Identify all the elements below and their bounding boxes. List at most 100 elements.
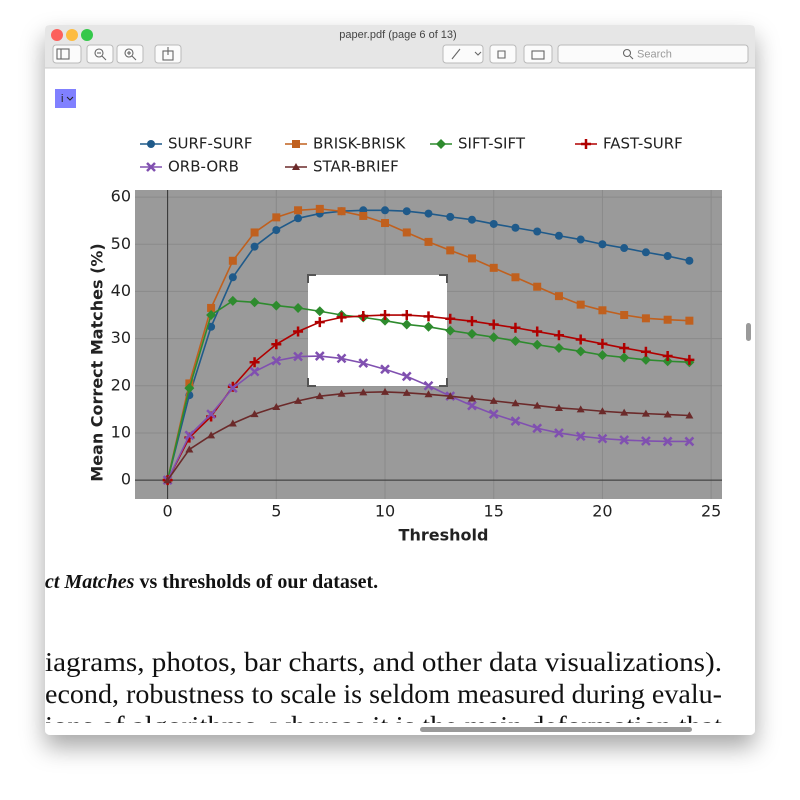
- marker: [402, 388, 411, 396]
- chart: 0 5 10 15 20 25 0 10 20 30 40 50 60 Threshold Mean Cor…: [88, 135, 722, 545]
- marker: [466, 316, 477, 327]
- x-tick-label: 10: [375, 502, 395, 521]
- search-field[interactable]: [557, 44, 749, 64]
- marker: [511, 273, 520, 282]
- horizontal-scrollbar[interactable]: [420, 727, 692, 732]
- marker: [553, 343, 564, 354]
- legend-label: FAST-SURF: [603, 135, 683, 153]
- y-tick-label: 40: [111, 281, 131, 300]
- marker: [619, 352, 630, 363]
- marker: [641, 436, 651, 446]
- toolbar-icons: [56, 47, 634, 61]
- marker: [146, 162, 156, 172]
- marker: [510, 322, 521, 333]
- legend-label: SIFT-SIFT: [458, 135, 526, 153]
- marker: [380, 315, 391, 326]
- marker: [597, 338, 608, 349]
- x-tick-label: 15: [484, 502, 504, 521]
- marker: [380, 364, 390, 375]
- marker: [271, 355, 282, 366]
- marker: [446, 392, 455, 400]
- rotate-button[interactable]: [489, 44, 517, 64]
- marker: [445, 325, 456, 336]
- marker: [207, 322, 216, 331]
- toolbox-button[interactable]: [523, 44, 553, 64]
- marker: [467, 394, 476, 402]
- marker: [489, 396, 498, 404]
- marker: [446, 246, 455, 255]
- y-tick-label: 10: [111, 422, 131, 441]
- selection-handle: [439, 274, 448, 283]
- marker: [206, 310, 217, 321]
- marker: [249, 357, 260, 368]
- legend-label: ORB-ORB: [168, 158, 239, 176]
- zoom-out-button[interactable]: [86, 44, 114, 64]
- minimize-button[interactable]: [66, 29, 78, 41]
- marker: [467, 215, 476, 224]
- close-button[interactable]: [51, 29, 63, 41]
- marker: [511, 399, 520, 407]
- caption-bold: vs thresholds of our dataset.: [139, 571, 378, 593]
- marker: [423, 380, 434, 391]
- marker: [662, 351, 673, 362]
- marker: [314, 306, 325, 317]
- marker: [424, 237, 433, 246]
- marker: [620, 244, 629, 253]
- marker: [336, 353, 347, 364]
- marker: [620, 311, 629, 320]
- marker: [314, 317, 325, 328]
- marker: [228, 273, 237, 282]
- marker: [293, 326, 304, 337]
- marker: [337, 207, 346, 216]
- marker: [575, 346, 586, 357]
- marker: [292, 163, 300, 170]
- marker: [641, 248, 650, 257]
- x-tick-label: 25: [701, 502, 721, 521]
- marker: [641, 314, 650, 323]
- marker: [533, 227, 542, 236]
- marker: [293, 302, 304, 313]
- zoom-button[interactable]: [81, 29, 93, 41]
- marker: [292, 140, 300, 148]
- marker: [554, 231, 563, 240]
- marker: [227, 383, 238, 394]
- search-placeholder: Search: [637, 48, 672, 60]
- annotation-badge[interactable]: [55, 89, 76, 108]
- y-tick-label: 20: [111, 375, 131, 394]
- marker: [445, 313, 456, 324]
- marker: [249, 297, 260, 308]
- body-line: iagrams, photos, bar charts, and other d…: [45, 647, 722, 677]
- marker: [206, 409, 216, 419]
- legend: SURF-SURF BRISK-BRISK SIFT-SIFT FAST-SURF OR…: [140, 135, 683, 176]
- marker: [401, 371, 412, 382]
- marker: [597, 433, 608, 444]
- marker: [271, 339, 282, 350]
- marker: [228, 419, 237, 427]
- marker: [315, 392, 324, 400]
- marker: [554, 403, 563, 411]
- marker: [640, 346, 651, 357]
- y-tick-label: 30: [111, 328, 131, 347]
- marker: [250, 410, 259, 418]
- marker: [227, 295, 238, 306]
- y-tick-label: 50: [111, 234, 131, 253]
- document-view: i 0 5 10 15 20 25 0 10 20 30 40 50 60 Threshold Mean C…: [45, 89, 723, 723]
- marker: [337, 389, 346, 397]
- marker: [381, 219, 390, 228]
- y-tick-label: 60: [111, 187, 131, 206]
- zoom-in-button[interactable]: [116, 44, 144, 64]
- caption-italic: ct Matches: [45, 571, 135, 593]
- marker: [272, 213, 281, 222]
- marker: [436, 139, 446, 149]
- marker: [380, 310, 391, 321]
- marker: [424, 390, 433, 398]
- marker: [271, 300, 282, 311]
- vertical-scrollbar[interactable]: [746, 323, 751, 341]
- marker: [685, 316, 694, 325]
- marker: [293, 351, 303, 362]
- marker: [446, 212, 455, 221]
- marker: [358, 358, 369, 369]
- marker: [184, 383, 195, 394]
- marker: [381, 206, 390, 215]
